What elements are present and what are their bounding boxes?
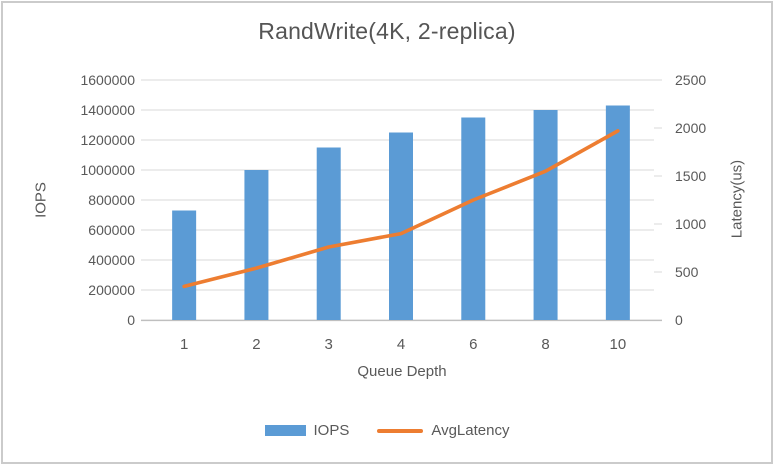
- left-axis-tick-label: 1600000: [80, 72, 135, 88]
- x-tick-label: 4: [397, 336, 405, 353]
- bar-2: [244, 170, 269, 320]
- plot-area: 0 200000 400000 600000 800000 1000000 1200000 1…: [80, 72, 706, 353]
- bar-6: [461, 117, 486, 320]
- bar-10: [605, 105, 630, 320]
- right-axis-tick-label: 2000: [675, 120, 706, 136]
- bar-4: [389, 132, 413, 320]
- right-axis-tick-label: 0: [675, 312, 683, 328]
- left-axis-tick-label: 1200000: [80, 132, 135, 148]
- bar-1: [172, 210, 197, 320]
- left-axis-tick-label: 1000000: [80, 162, 135, 178]
- left-axis-tick-label: 200000: [88, 282, 135, 298]
- avglatency-line: [182, 129, 620, 289]
- x-axis-title: Queue Depth: [357, 363, 447, 380]
- left-axis-tick-label: 400000: [88, 252, 135, 268]
- left-axis-tick-label: 0: [127, 312, 135, 328]
- iops-legend-swatch: [264, 425, 306, 436]
- x-tick-label: 8: [541, 336, 549, 353]
- x-tick-label: 2: [252, 336, 260, 353]
- left-axis-tick-label: 1400000: [80, 102, 135, 118]
- avglatency-legend-label: AvgLatency: [431, 422, 510, 439]
- iops-legend-label: IOPS: [313, 422, 350, 439]
- legend: IOPS AvgLatency: [3, 422, 771, 439]
- x-tick-label: 3: [325, 336, 333, 353]
- legend-item-avglatency: AvgLatency: [377, 422, 509, 439]
- chart-title: RandWrite(4K, 2-replica): [258, 18, 516, 44]
- bar-3: [316, 147, 341, 320]
- x-tick-label: 6: [469, 336, 477, 353]
- right-axis-tick-label: 1000: [675, 216, 706, 232]
- left-axis-tick-label: 800000: [88, 192, 135, 208]
- legend-item-iops: IOPS: [264, 422, 350, 439]
- left-axis-tick-label: 600000: [88, 222, 135, 238]
- bar-8: [533, 110, 558, 320]
- left-axis-title: IOPS: [32, 182, 50, 218]
- right-axis-tick-label: 500: [675, 264, 699, 280]
- x-tick-label: 1: [180, 336, 188, 353]
- x-tick-label: 10: [610, 336, 627, 353]
- right-axis-title: Latency(us): [728, 159, 746, 239]
- right-axis-tick-label: 2500: [675, 72, 706, 88]
- right-axis-tick-label: 1500: [675, 168, 706, 184]
- avglatency-legend-swatch: [377, 428, 424, 433]
